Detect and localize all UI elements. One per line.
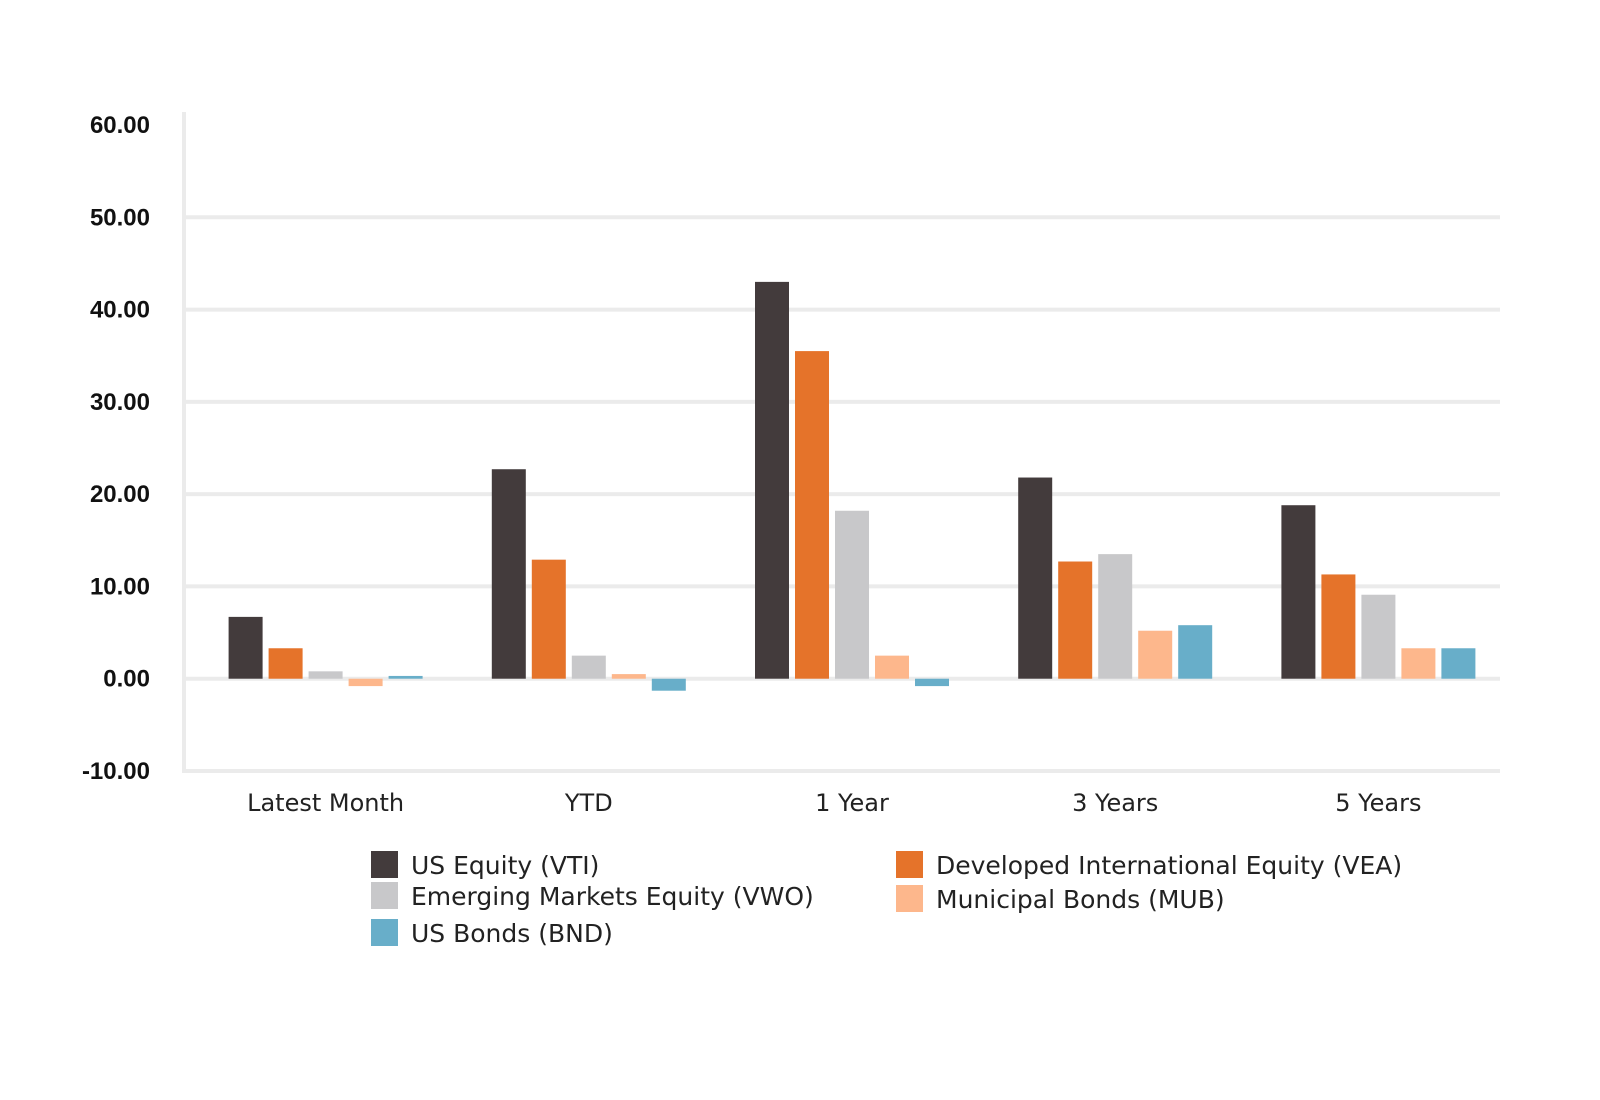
y-tick-label: 60.00 (90, 112, 150, 139)
category-label: YTD (564, 789, 613, 817)
legend-swatch (371, 919, 398, 946)
bar-4-0 (1281, 505, 1316, 679)
bar-3-0 (1018, 477, 1053, 679)
bar-0-2 (308, 671, 343, 679)
legend-label: US Bonds (BND) (411, 919, 613, 948)
bar-3-2 (1098, 554, 1133, 679)
bar-1-1 (531, 559, 566, 679)
category-label: 3 Years (1072, 789, 1158, 817)
legend-label: Developed International Equity (VEA) (936, 851, 1402, 880)
bar-3-4 (1178, 625, 1213, 679)
y-tick-label: 20.00 (90, 481, 150, 508)
bar-2-3 (875, 655, 909, 679)
bar-0-0 (228, 616, 263, 679)
legend-swatch (371, 882, 398, 909)
bar-4-1 (1321, 574, 1356, 679)
bar-1-3 (611, 674, 646, 679)
bar-4-4 (1441, 648, 1476, 679)
legend-swatch (896, 851, 923, 878)
gridlines (184, 215, 1500, 773)
legend-swatch (896, 885, 923, 912)
legend-label: Emerging Markets Equity (VWO) (411, 882, 814, 911)
bar-0-1 (268, 648, 303, 679)
bar-3-3 (1138, 630, 1173, 679)
y-tick-label: -10.00 (82, 758, 150, 785)
bars (228, 281, 1476, 691)
bar-1-2 (571, 655, 606, 679)
bar-2-4 (915, 678, 949, 687)
y-tick-label: 10.00 (90, 573, 150, 600)
bar-1-4 (651, 678, 686, 691)
bar-2-0 (755, 281, 789, 679)
x-axis-category-labels: Latest Month YTD 1 Year 3 Years 5 Years (247, 789, 1421, 817)
y-tick-label: 50.00 (90, 204, 150, 231)
bar-4-2 (1361, 594, 1396, 679)
bar-3-1 (1058, 561, 1093, 679)
y-axis-tick-labels: -10.00 0.00 10.00 20.00 30.00 40.00 50.00 60.00 (82, 112, 150, 785)
category-label: Latest Month (247, 789, 404, 817)
category-label: 5 Years (1335, 789, 1421, 817)
bar-0-4 (388, 675, 423, 679)
bar-2-1 (795, 351, 829, 679)
y-tick-label: 40.00 (90, 297, 150, 324)
bar-4-3 (1401, 648, 1436, 679)
legend-label: US Equity (VTI) (411, 851, 599, 880)
y-tick-label: 30.00 (90, 389, 150, 416)
y-tick-label: 0.00 (103, 666, 150, 693)
legend: US Equity (VTI) Developed International E… (371, 851, 1402, 948)
category-label: 1 Year (815, 789, 889, 817)
bar-0-3 (348, 678, 383, 687)
legend-label: Municipal Bonds (MUB) (936, 885, 1225, 914)
legend-swatch (371, 851, 398, 878)
bar-1-0 (491, 469, 526, 679)
bar-2-2 (835, 510, 869, 679)
